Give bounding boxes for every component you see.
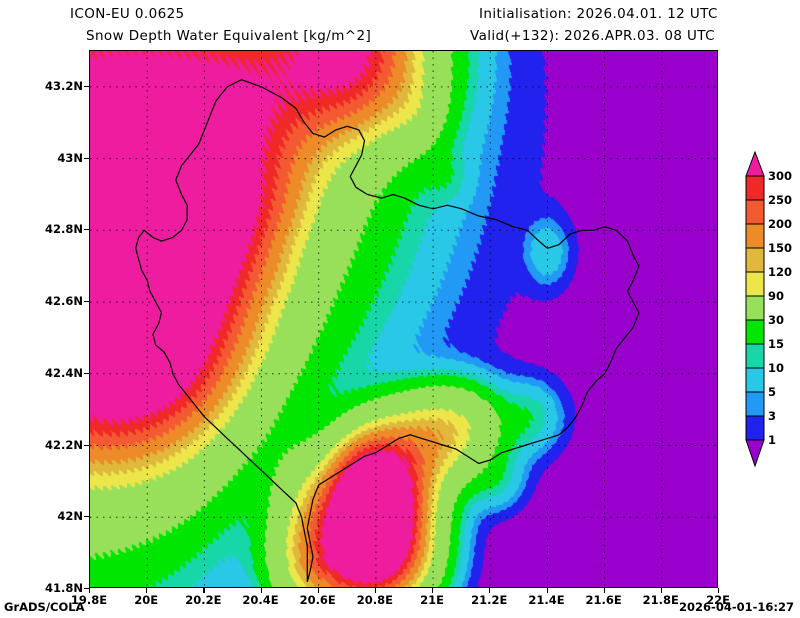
lat-tick-mark [84,229,89,231]
lon-tick-19.8E: 19.8E [70,593,108,607]
lon-tick-21.4E: 21.4E [528,593,565,607]
lon-tick-20.6E: 20.6E [299,593,336,607]
lat-tick-43.2N: 43.2N [45,78,83,93]
colorbar-label-10: 10 [768,361,785,375]
lon-tick-mark [603,588,605,593]
lat-tick-mark [84,516,89,518]
colorbar-label-90: 90 [768,289,785,303]
valid-time: Valid(+132): 2026.APR.03. 08 UTC [470,28,715,44]
lat-tick-42.8N: 42.8N [45,222,83,237]
lon-tick-mark [374,588,377,593]
lon-tick-mark [546,588,548,593]
lat-tick-mark [84,444,89,446]
model-name: ICON-EU 0.0625 [70,6,185,22]
colorbar-label-15: 15 [768,337,785,351]
lon-tick-21.6E: 21.6E [585,593,622,607]
colorbar-swatches [745,150,765,468]
lon-tick-21E: 21E [420,593,445,607]
lat-tick-mark [84,588,89,590]
snow-depth-field [90,51,717,587]
colorbar-label-5: 5 [768,385,777,399]
lon-tick-mark [146,588,148,593]
lon-tick-mark [203,588,205,593]
timestamp: 2026-04-01-16:27 [679,600,794,614]
lat-tick-mark [84,372,89,374]
lon-tick-22E: 22E [706,593,730,607]
lon-tick-mark [489,588,491,593]
colorbar-label-150: 150 [768,241,793,255]
colorbar-label-120: 120 [768,265,793,279]
lat-tick-42.6N: 42.6N [45,294,83,309]
lon-tick-21.2E: 21.2E [471,593,508,607]
lon-tick-mark [660,588,662,593]
lon-tick-20.4E: 20.4E [242,593,279,607]
lat-lon-gridlines [90,51,717,587]
lon-tick-mark [89,588,91,593]
lon-tick-20.8E: 20.8E [356,593,393,607]
lat-tick-mark [84,157,89,159]
lat-tick-41.8N: 41.8N [45,581,83,595]
colorbar-label-3: 3 [768,409,777,423]
lon-tick-mark [260,588,262,593]
lat-tick-42.2N: 42.2N [45,437,83,452]
lon-tick-mark [432,588,434,593]
init-time: Initialisation: 2026.04.01. 12 UTC [479,6,718,22]
lat-tick-42N: 42N [57,509,83,524]
lon-tick-21.8E: 21.8E [642,593,679,607]
lon-tick-20.2E: 20.2E [185,593,222,607]
lon-tick-mark [317,588,319,593]
lat-tick-mark [84,301,89,303]
field-title: Snow Depth Water Equivalent [kg/m^2] [86,28,372,44]
colorbar-label-30: 30 [768,313,785,327]
lat-tick-mark [84,85,89,88]
credit-label: GrADS/COLA [4,600,85,614]
colorbar-label-200: 200 [768,217,793,231]
lat-tick-43N: 43N [57,150,83,165]
lon-tick-20E: 20E [134,593,159,607]
map-plot-area[interactable] [89,50,718,588]
colorbar-label-300: 300 [768,169,793,183]
colorbar[interactable]: 1 3 5 10 15 30 90 120 150 200 250 300 [740,150,798,490]
country-border-outline [135,79,640,582]
lon-tick-mark [718,588,720,593]
colorbar-label-1: 1 [768,433,777,447]
lat-tick-42.4N: 42.4N [45,365,83,380]
colorbar-label-250: 250 [768,193,793,207]
